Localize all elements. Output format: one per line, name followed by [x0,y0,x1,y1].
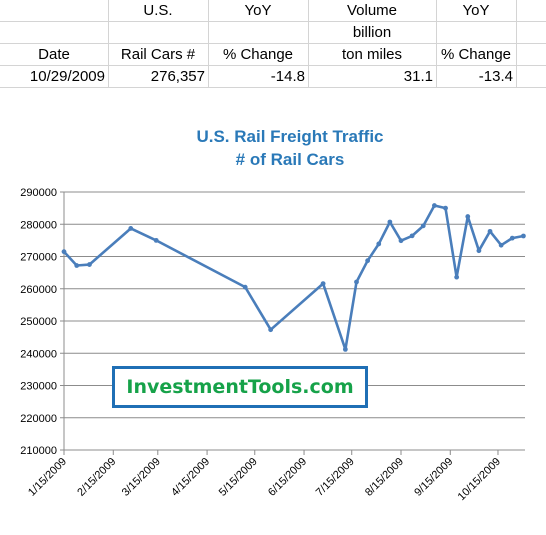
data-row: 10/29/2009 276,357 -14.8 31.1 -13.4 [0,66,546,88]
header-cell[interactable]: Volume [346,2,398,19]
data-point [354,279,359,285]
data-point [268,327,274,333]
data-point [498,242,504,248]
column-gridline [436,0,437,88]
date-cell[interactable]: 10/29/2009 [29,68,105,85]
header-cell[interactable]: Rail Cars # [120,46,196,63]
x-tick-label: 2/15/2009 [75,456,118,499]
data-point [443,205,448,211]
data-point [153,237,159,243]
data-point [476,248,482,254]
x-tick-label: 10/15/2009 [456,456,503,503]
header-cell[interactable]: % Change [222,46,294,63]
spreadsheet-table: U.S. YoY Volume YoY billion Date Rail Ca… [0,0,546,88]
data-point [487,228,493,234]
row-gridline [0,21,546,22]
data-point [242,284,248,290]
row-gridline [0,65,546,66]
data-point [509,235,515,241]
data-point [398,238,404,244]
data-point [320,281,326,286]
header-row-1: U.S. YoY Volume YoY [0,0,546,22]
x-tick-label: 7/15/2009 [314,456,357,499]
chart-title: U.S. Rail Freight Traffic [196,127,384,146]
data-point [61,249,67,255]
yoy-cars-cell[interactable]: -14.8 [270,68,305,85]
line-chart: 210000 220000 230000 240000 250000 260000 2700… [20,187,526,503]
yoy-volume-cell[interactable]: -13.4 [478,68,513,85]
watermark-box: InvestmentTools.com [112,366,368,408]
rail-cars-cell[interactable]: 276,357 [150,68,205,85]
data-point [387,219,393,225]
y-tick-label: 240000 [20,348,57,360]
chart-area[interactable]: U.S. Rail Freight Traffic # of Rail Cars… [0,112,546,535]
header-cell[interactable]: ton miles [341,46,403,63]
header-cell[interactable]: U.S. [143,2,173,19]
watermark-text: InvestmentTools.com [126,376,354,398]
column-gridline [516,0,517,88]
header-cell[interactable]: Date [38,46,70,63]
data-point [454,274,460,280]
y-tick-label: 220000 [20,413,57,425]
column-gridline [108,0,109,88]
y-tick-label: 250000 [20,316,57,328]
data-point [465,214,471,219]
x-tick-label: 8/15/2009 [363,456,406,499]
x-tick-label: 6/15/2009 [266,456,309,499]
data-point [521,233,526,239]
y-tick-label: 230000 [20,381,57,393]
x-tick-label: 5/15/2009 [217,456,260,499]
column-gridline [308,0,309,88]
y-tick-label: 290000 [20,187,57,199]
row-gridline [0,43,546,44]
volume-cell[interactable]: 31.1 [403,68,433,85]
data-point [431,203,437,208]
header-cell[interactable]: billion [352,24,392,41]
x-tick-label: 3/15/2009 [120,456,163,499]
data-point [409,233,415,239]
y-tick-label: 210000 [20,445,57,457]
header-cell[interactable]: YoY [462,2,490,19]
data-point [87,262,92,267]
header-cell[interactable]: YoY [244,2,272,19]
column-gridline [208,0,209,88]
header-cell[interactable]: % Change [440,46,512,63]
data-point [74,263,80,268]
data-point [365,258,371,264]
header-row-2: billion [0,22,546,44]
chart-subtitle: # of Rail Cars [235,150,345,169]
y-tick-label: 270000 [20,252,57,264]
x-tick-label: 1/15/2009 [26,456,69,499]
data-point [376,241,382,247]
y-tick-label: 260000 [20,284,57,296]
y-tick-label: 280000 [20,219,57,231]
data-point [128,226,134,231]
data-point [420,223,426,229]
header-row-3: Date Rail Cars # % Change ton miles % Ch… [0,44,546,66]
x-tick-label: 9/15/2009 [412,456,455,499]
data-point [342,346,348,352]
x-tick-label: 4/15/2009 [169,456,212,499]
row-gridline [0,87,546,88]
